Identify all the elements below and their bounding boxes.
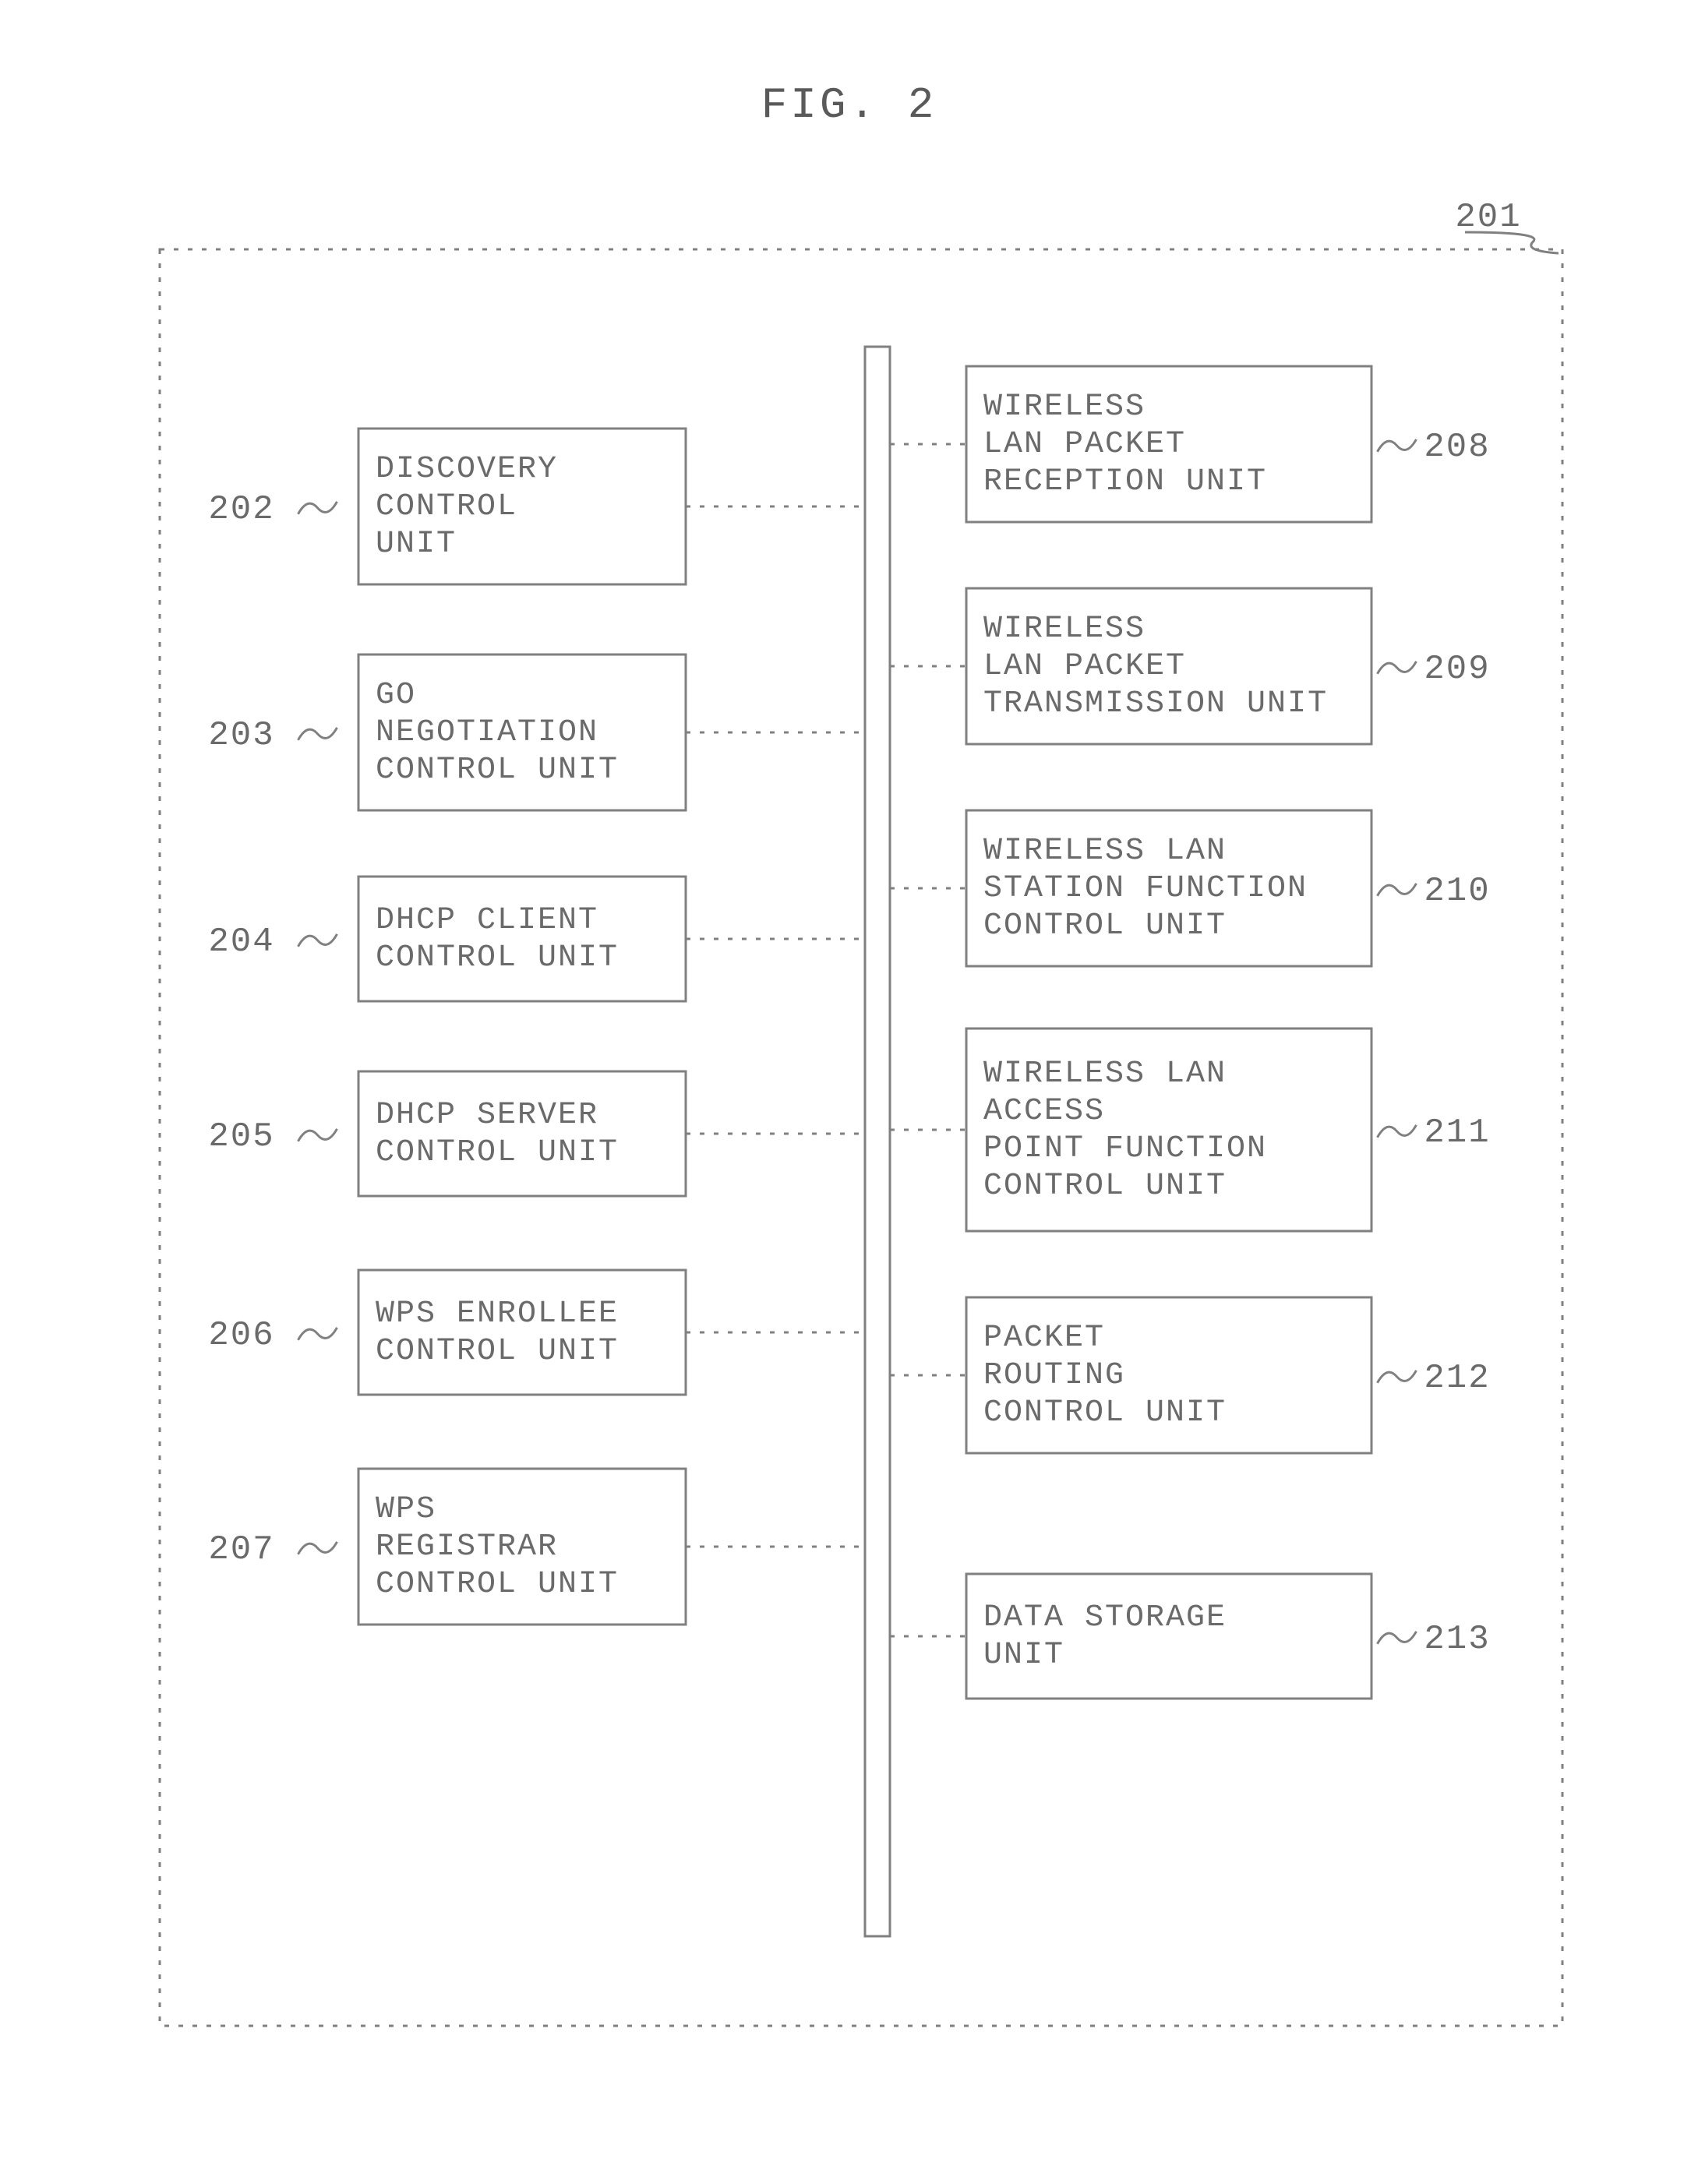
block-209-line-2: TRANSMISSION UNIT bbox=[983, 686, 1328, 722]
block-207-line-0: WPS bbox=[376, 1492, 436, 1527]
block-213 bbox=[966, 1574, 1371, 1699]
block-211-line-2: POINT FUNCTION bbox=[983, 1131, 1267, 1166]
ref-label-208: 208 bbox=[1424, 428, 1490, 467]
block-212-line-1: ROUTING bbox=[983, 1358, 1125, 1393]
block-211-line-3: CONTROL UNIT bbox=[983, 1169, 1227, 1204]
block-diagram: FIG. 2201DISCOVERYCONTROLUNIT202GONEGOTI… bbox=[0, 0, 1698, 2184]
block-210-line-0: WIRELESS LAN bbox=[983, 834, 1227, 869]
ref-label-212: 212 bbox=[1424, 1359, 1490, 1398]
ref-label-203: 203 bbox=[208, 716, 274, 755]
ref-label-206: 206 bbox=[208, 1316, 274, 1355]
canvas-bg bbox=[0, 0, 1698, 2184]
system-bus bbox=[865, 347, 890, 1936]
ref-label-209: 209 bbox=[1424, 650, 1490, 689]
block-203-line-0: GO bbox=[376, 678, 416, 713]
ref-label-201: 201 bbox=[1455, 198, 1521, 237]
ref-label-210: 210 bbox=[1424, 872, 1490, 911]
block-204 bbox=[358, 877, 686, 1001]
block-204-line-0: DHCP CLIENT bbox=[376, 903, 598, 938]
block-212-line-0: PACKET bbox=[983, 1321, 1105, 1356]
block-211-line-1: ACCESS bbox=[983, 1094, 1105, 1129]
block-207-line-2: CONTROL UNIT bbox=[376, 1567, 619, 1602]
block-206-line-1: CONTROL UNIT bbox=[376, 1334, 619, 1369]
ref-label-213: 213 bbox=[1424, 1620, 1490, 1659]
block-213-line-0: DATA STORAGE bbox=[983, 1600, 1227, 1635]
block-206-line-0: WPS ENROLLEE bbox=[376, 1297, 619, 1332]
block-203-line-1: NEGOTIATION bbox=[376, 715, 598, 750]
block-202-line-0: DISCOVERY bbox=[376, 452, 558, 487]
block-208-line-2: RECEPTION UNIT bbox=[983, 464, 1267, 499]
ref-label-211: 211 bbox=[1424, 1113, 1490, 1152]
block-202-line-1: CONTROL bbox=[376, 489, 517, 524]
ref-label-207: 207 bbox=[208, 1530, 274, 1569]
block-202-line-2: UNIT bbox=[376, 527, 457, 562]
block-207-line-1: REGISTRAR bbox=[376, 1530, 558, 1565]
block-209-line-1: LAN PACKET bbox=[983, 649, 1186, 684]
block-210-line-2: CONTROL UNIT bbox=[983, 909, 1227, 944]
block-204-line-1: CONTROL UNIT bbox=[376, 940, 619, 976]
block-209-line-0: WIRELESS bbox=[983, 612, 1146, 647]
block-213-line-1: UNIT bbox=[983, 1638, 1064, 1673]
block-210-line-1: STATION FUNCTION bbox=[983, 871, 1308, 906]
block-208-line-0: WIRELESS bbox=[983, 390, 1146, 425]
ref-label-202: 202 bbox=[208, 490, 274, 529]
block-208-line-1: LAN PACKET bbox=[983, 427, 1186, 462]
ref-label-205: 205 bbox=[208, 1117, 274, 1156]
block-203-line-2: CONTROL UNIT bbox=[376, 753, 619, 788]
block-212-line-2: CONTROL UNIT bbox=[983, 1395, 1227, 1431]
block-205 bbox=[358, 1071, 686, 1196]
block-211-line-0: WIRELESS LAN bbox=[983, 1057, 1227, 1092]
figure-title: FIG. 2 bbox=[761, 80, 937, 130]
ref-label-204: 204 bbox=[208, 923, 274, 961]
block-206 bbox=[358, 1270, 686, 1395]
block-205-line-0: DHCP SERVER bbox=[376, 1098, 598, 1133]
block-205-line-1: CONTROL UNIT bbox=[376, 1135, 619, 1170]
